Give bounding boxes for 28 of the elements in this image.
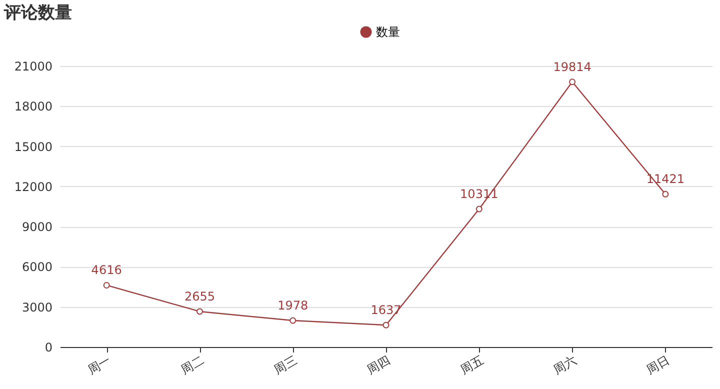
y-tick-label: 12000	[14, 180, 52, 194]
legend-label: 数量	[376, 25, 400, 39]
y-tick-label: 21000	[14, 60, 52, 74]
point	[476, 206, 482, 212]
point	[382, 322, 390, 328]
x-tick-label: 周一	[85, 352, 114, 377]
y-tick-label: 9000	[22, 220, 52, 234]
chart-title: 评论数量	[3, 3, 72, 23]
x-tick-label: 周日	[644, 352, 672, 377]
point	[196, 308, 203, 315]
point	[290, 317, 296, 324]
point	[662, 190, 669, 198]
y-tick-label: 0	[44, 340, 52, 354]
x-tick-label: 周六	[551, 352, 579, 377]
x-tick-label: 周五	[458, 352, 486, 377]
data-label: 1978	[278, 298, 308, 313]
data-label: 2655	[184, 289, 215, 304]
y-tick-label: 18000	[14, 100, 52, 114]
y-tick-label: 15000	[14, 140, 52, 154]
point	[103, 282, 110, 288]
point	[569, 78, 576, 86]
data-label: 19814	[553, 60, 592, 74]
x-tick-label: 周四	[364, 352, 392, 377]
y-tick-label: 6000	[22, 260, 52, 274]
y-tick-label: 3000	[22, 300, 52, 314]
x-tick-label: 周三	[272, 352, 300, 377]
data-label: 4616	[91, 263, 122, 278]
x-tick-label: 周二	[178, 352, 206, 377]
